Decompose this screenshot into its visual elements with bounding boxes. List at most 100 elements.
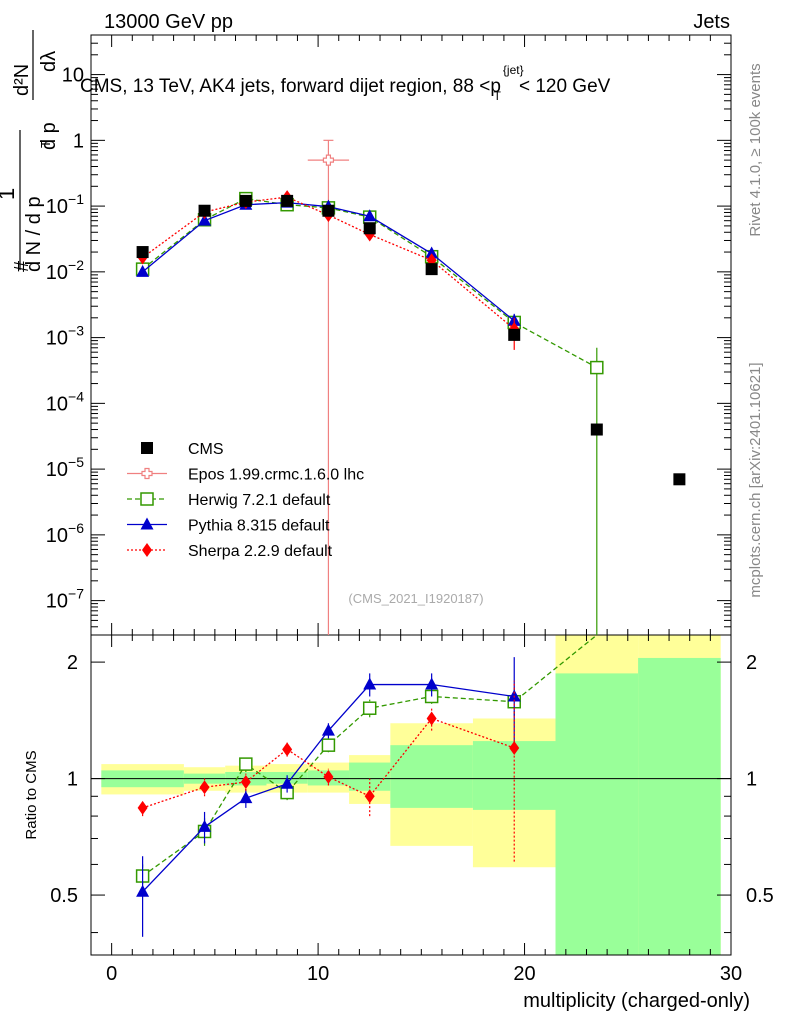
axes: 0 10 20 30 10 1 10−1 10−2 10−3 10−4 10−5 10−6 10−7 0.… xyxy=(46,34,774,985)
pythia-ratio-point xyxy=(363,677,377,690)
pythia-ratio-point xyxy=(280,776,294,789)
title-post: < 120 GeV xyxy=(519,76,611,97)
ratio-plot-frame xyxy=(90,634,732,956)
cms-data-point xyxy=(322,204,335,217)
cms-data-point xyxy=(136,246,149,259)
ylabel-d2n: d²N xyxy=(11,64,33,96)
pythia-point xyxy=(198,213,212,226)
sherpa-ratio-point xyxy=(282,742,293,757)
y-tick-label: 10−3 xyxy=(46,323,84,350)
y-tick-label: 10−1 xyxy=(46,191,84,218)
chart-title: CMS, 13 TeV, AK4 jets, forward dijet reg… xyxy=(80,63,611,103)
ylabel-one: 1 xyxy=(0,188,19,200)
cms-data-point xyxy=(363,222,376,235)
sherpa-ratio-point xyxy=(323,769,334,784)
legend-marker xyxy=(141,467,153,480)
x-tick-label: 10 xyxy=(307,963,329,985)
herwig-ratio-point xyxy=(239,757,253,771)
herwig-ratio-point xyxy=(321,738,336,752)
y-tick-label: 10−7 xyxy=(46,586,84,613)
upper-y-axis-label: # 1 d N / d p T d²N d p dλ xyxy=(0,30,60,272)
band-green-9 xyxy=(638,657,721,955)
energy-label: 13000 GeV pp xyxy=(104,11,233,33)
band-green-8 xyxy=(555,673,639,955)
herwig-point xyxy=(590,360,604,375)
analysis-id: (CMS_2021_I1920187) xyxy=(348,591,483,606)
cms-data-point xyxy=(198,204,211,217)
y-tick-label: 10 xyxy=(62,65,84,87)
ylabel-dpt: d p xyxy=(38,122,60,150)
title-sup: {jet} xyxy=(503,63,524,77)
rivet-label: Rivet 4.1.0, ≥ 100k events xyxy=(747,63,764,236)
legend-label: CMS xyxy=(188,441,224,458)
pythia-ratio-line xyxy=(142,683,515,893)
legend: CMS Epos 1.99.crmc.1.6.0 lhc Herwig 7.2.1 … xyxy=(127,441,364,560)
cms-data-point xyxy=(673,473,686,486)
pythia-point xyxy=(425,246,439,259)
pythia-point xyxy=(363,209,377,222)
upper-series xyxy=(135,139,686,635)
epos-point xyxy=(322,154,335,166)
y-tick-label: 10−4 xyxy=(46,388,84,415)
herwig-ratio-point xyxy=(362,701,377,715)
pythia-ratio-point xyxy=(321,723,335,736)
band-green-5 xyxy=(349,762,391,791)
x-tick-label: 0 xyxy=(106,963,117,985)
sherpa-ratio-point xyxy=(199,780,210,795)
x-tick-label: 30 xyxy=(720,963,742,985)
ylabel-dl: dλ xyxy=(38,51,60,72)
upper-plot-frame xyxy=(90,34,732,636)
title-sub: T xyxy=(494,89,502,103)
legend-label: Pythia 8.315 default xyxy=(188,518,330,535)
pythia-ratio-point xyxy=(425,677,439,690)
legend-label: Herwig 7.2.1 default xyxy=(188,492,331,509)
y-tick-label: 10−2 xyxy=(46,257,84,284)
pythia-ratio-point xyxy=(198,819,212,832)
legend-marker xyxy=(140,492,154,506)
legend-marker xyxy=(142,543,152,557)
ratio-y-tick-label: 2 xyxy=(67,652,78,674)
x-tick-label: 20 xyxy=(513,963,535,985)
sherpa-ratio-point xyxy=(426,711,437,726)
ratio-y-tick-label-right: 2 xyxy=(746,652,757,674)
band-green-6 xyxy=(390,745,473,808)
cms-data-point xyxy=(508,328,521,341)
legend-marker xyxy=(140,517,154,530)
ylabel-hash: # xyxy=(11,260,33,272)
mcplots-label: mcplots.cern.ch [arXiv:2401.10621] xyxy=(747,362,764,597)
pythia-ratio-point xyxy=(136,884,150,897)
data-uncertainty-bands xyxy=(101,635,721,955)
ratio-y-axis-label: Ratio to CMS xyxy=(23,750,40,839)
cms-data-point xyxy=(425,263,438,276)
sherpa-ratio-point xyxy=(240,774,251,789)
sherpa-ratio-point xyxy=(509,740,520,755)
cms-data-point xyxy=(590,423,603,436)
legend-label: Epos 1.99.crmc.1.6.0 lhc xyxy=(188,467,364,484)
sherpa-ratio-point xyxy=(137,800,148,815)
pythia-ratio-point xyxy=(507,689,521,702)
cms-data-point xyxy=(281,194,294,207)
x-axis-label: multiplicity (charged-only) xyxy=(523,990,750,1012)
sherpa-ratio-point xyxy=(364,789,375,804)
ratio-y-tick-label-right: 0.5 xyxy=(746,885,774,907)
cms-data-point xyxy=(239,194,252,207)
pythia-ratio-point xyxy=(239,791,253,804)
category-label: Jets xyxy=(693,11,730,33)
y-tick-label: 1 xyxy=(73,130,84,152)
ylabel-t-sub: T xyxy=(38,140,53,148)
y-tick-label: 10−6 xyxy=(46,520,84,547)
ratio-y-tick-label-right: 1 xyxy=(746,769,757,791)
ratio-series xyxy=(135,634,598,937)
ratio-y-tick-label: 1 xyxy=(67,769,78,791)
pythia-point xyxy=(136,264,150,277)
y-tick-label: 10−5 xyxy=(46,454,84,481)
title-pre: CMS, 13 TeV, AK4 jets, forward dijet reg… xyxy=(80,76,490,97)
pythia-line xyxy=(142,201,515,322)
ylabel-dn-dpt: d N / d p xyxy=(23,196,45,272)
ratio-y-tick-label: 0.5 xyxy=(50,885,78,907)
legend-label: Sherpa 2.2.9 default xyxy=(188,543,333,560)
title-p: p xyxy=(490,76,501,97)
sherpa-ratio-line xyxy=(142,717,515,809)
legend-marker xyxy=(141,442,153,454)
